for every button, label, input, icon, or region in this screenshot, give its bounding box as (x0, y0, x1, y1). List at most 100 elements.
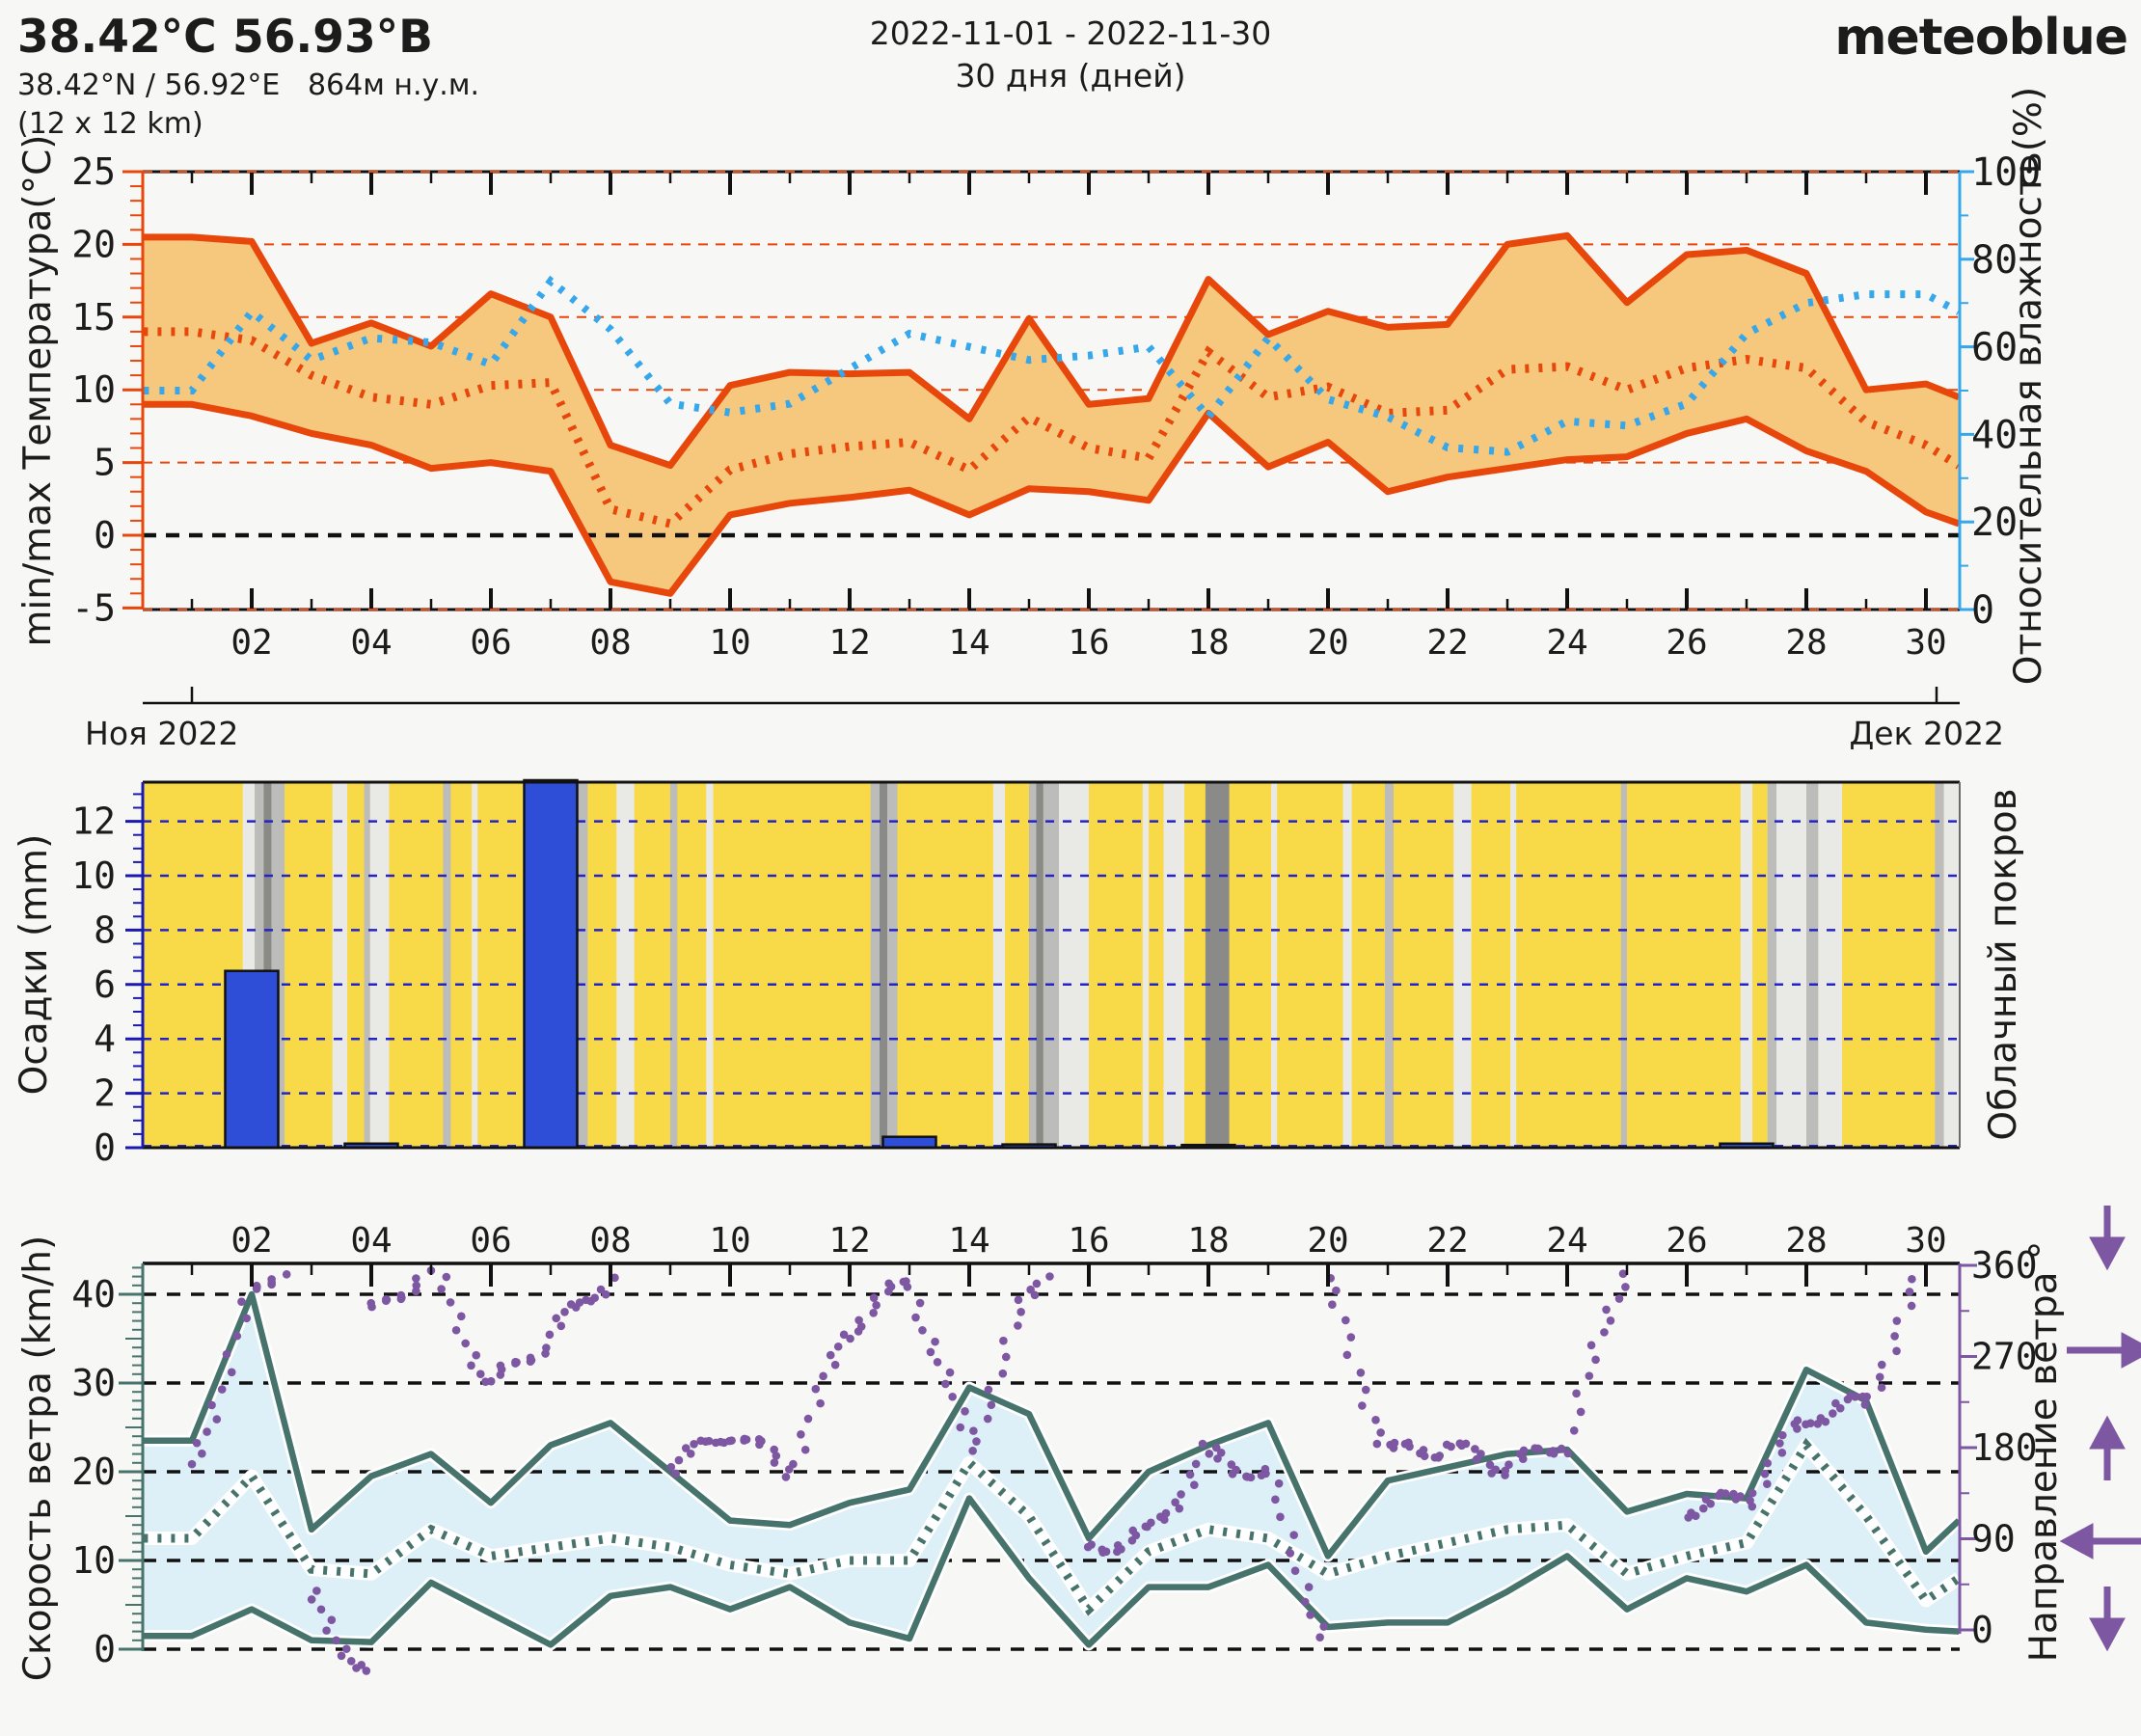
wind-direction-dot (1289, 1531, 1298, 1539)
wind-direction-dot (1905, 1288, 1914, 1296)
wind-direction-dot (1501, 1466, 1510, 1476)
wind-direction-dot (984, 1385, 993, 1395)
wind-direction-dot (1175, 1504, 1184, 1513)
wind-direction-dot (1563, 1449, 1573, 1458)
wind-direction-dot (341, 1644, 351, 1653)
wind-direction-dot (366, 1298, 376, 1308)
cloud-cover-segment (1059, 782, 1089, 1148)
wind-direction-dot (1846, 1392, 1856, 1400)
wind-direction-dot (1420, 1451, 1429, 1461)
cloud-cover-segment (1184, 782, 1206, 1148)
wind-direction-dot (1600, 1328, 1609, 1337)
cloud-cover-segment (1342, 782, 1352, 1148)
cloud-cover-segment (992, 782, 1006, 1148)
wind-direction-dot (1171, 1498, 1179, 1506)
temp-tick-label: 10 (71, 368, 116, 411)
wind-direction-dot (740, 1434, 749, 1444)
wind-direction-dot (456, 1312, 466, 1321)
wind-direction-dot (1585, 1371, 1594, 1380)
header: 38.42°C 56.93°B 38.42°N / 56.92°E 864м н… (17, 9, 2128, 141)
wind-direction-dot (671, 1469, 681, 1478)
wind-direction-arrow-icon (2089, 1415, 2126, 1480)
precip-tick-label: 2 (94, 1072, 116, 1115)
humidity-axis-title: Относительная влажность(%) (2007, 87, 2050, 685)
wind-direction-dot (322, 1626, 331, 1635)
cloud-cover-segment (1842, 782, 1936, 1148)
wind-direction-dot (1001, 1352, 1011, 1362)
page-title: 38.42°C 56.93°B (17, 11, 433, 64)
day-label: 26 (1666, 1221, 1707, 1261)
wind-direction-dot (198, 1449, 206, 1458)
wind-direction-dot (945, 1368, 955, 1377)
day-label: 02 (230, 623, 272, 663)
wind-direction-dot (1435, 1451, 1445, 1460)
wind-direction-dot (1356, 1368, 1366, 1377)
cloud-cover-segment (1149, 782, 1164, 1148)
wind-direction-dot (941, 1379, 950, 1389)
humidity-tick-label: 0 (1971, 588, 1994, 633)
wind-direction-dot (1487, 1469, 1496, 1478)
wind-direction-dot (412, 1274, 420, 1283)
wind-direction-dot (1777, 1449, 1787, 1457)
wind-direction-dot (1442, 1440, 1451, 1450)
wind-direction-dot (948, 1392, 957, 1401)
day-label: 10 (709, 1221, 750, 1261)
wind-direction-dot (232, 1331, 242, 1341)
wind-direction-dot (217, 1385, 227, 1394)
wind-direction-dot (816, 1398, 825, 1408)
wind-direction-dot (1185, 1470, 1195, 1479)
cloud-cover-segment (887, 782, 898, 1148)
cloud-cover-segment (1036, 782, 1043, 1148)
cloud-cover-segment (1943, 782, 1960, 1148)
wind-direction-dot (1304, 1583, 1314, 1591)
wind-direction-dot (1687, 1508, 1695, 1517)
cloud-cover-segment (1229, 782, 1272, 1148)
wind-direction-dot (696, 1436, 705, 1446)
wind-direction-dot (1306, 1611, 1314, 1619)
day-label: 02 (230, 1221, 272, 1261)
wind-direction-dot (381, 1294, 391, 1304)
wind-direction-dot (312, 1587, 321, 1595)
temp-tick-label: 5 (94, 442, 116, 484)
wind-direction-dot (1328, 1300, 1337, 1310)
wind-direction-dot (1777, 1430, 1787, 1440)
wind-direction-dot (1701, 1495, 1711, 1504)
wind-direction-dot (467, 1361, 475, 1370)
cloud-axis-title: Облачный покров (1982, 788, 2025, 1140)
cloud-cover-segment (670, 782, 678, 1148)
wind-direction-dot (704, 1436, 714, 1446)
wind-direction-dot (446, 1298, 455, 1307)
wind-direction-dot (1748, 1488, 1757, 1498)
wind-direction-dot (674, 1455, 684, 1465)
wind-direction-dot (222, 1349, 231, 1359)
wind-direction-dot (1621, 1283, 1630, 1291)
wind-direction-dot (461, 1339, 470, 1348)
cloud-cover-segment (577, 782, 588, 1148)
wind-direction-dot (1213, 1454, 1222, 1463)
wind-direction-dot (1907, 1301, 1916, 1311)
cloud-cover-segment (1510, 782, 1517, 1148)
wind-direction-dot (918, 1326, 927, 1335)
precip-bar (224, 969, 280, 1150)
day-label: 30 (1905, 623, 1946, 663)
wind-direction-dot (839, 1330, 849, 1340)
cloud-cover-segment (364, 782, 370, 1148)
temp-minmax-band (144, 235, 1960, 594)
cloud-cover-segment (477, 782, 523, 1148)
wind-direction-dot (931, 1337, 939, 1346)
wind-direction-dot (872, 1301, 881, 1310)
wind-direction-dot (346, 1656, 356, 1666)
wind-direction-dot (1014, 1295, 1023, 1305)
wind-direction-dot (582, 1295, 590, 1305)
wind-direction-dot (681, 1444, 691, 1452)
wind-direction-dot (926, 1347, 935, 1357)
wind-direction-dot (846, 1334, 854, 1343)
wind-direction-dot (560, 1308, 569, 1316)
wind-direction-dot (1775, 1439, 1784, 1448)
wind-direction-dot (1534, 1445, 1543, 1453)
cloud-cover-segment (1776, 782, 1806, 1148)
cloud-cover-segment (1471, 782, 1511, 1148)
humidity-line (144, 275, 1961, 456)
wind-tick-label: 0 (94, 1628, 116, 1670)
wind-direction-dot (968, 1446, 977, 1455)
